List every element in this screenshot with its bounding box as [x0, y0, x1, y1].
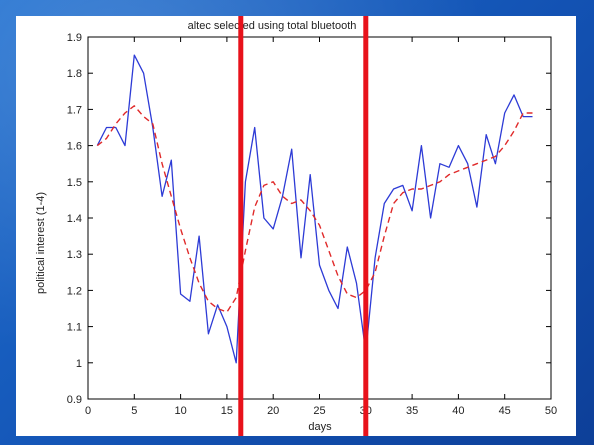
y-tick-label: 1.6 [67, 141, 82, 153]
x-tick-label: 20 [267, 405, 279, 417]
x-tick-label: 0 [85, 405, 91, 417]
x-tick-label: 15 [221, 405, 233, 417]
y-tick-label: 1.4 [67, 213, 82, 225]
x-tick-label: 35 [406, 405, 418, 417]
x-tick-label: 10 [174, 405, 186, 417]
y-tick-label: 1.7 [67, 104, 82, 116]
plot-frame [87, 36, 552, 400]
chart-title: altec selected using total bluetooth [188, 20, 357, 32]
y-tick-label: 1.2 [67, 285, 82, 297]
line-chart: altec selected using total bluetooth day… [35, 16, 557, 436]
x-tick-label: 40 [452, 405, 464, 417]
y-tick-label: 1.9 [67, 32, 82, 44]
x-tick-label: 50 [545, 405, 557, 417]
y-tick-label: 1.8 [67, 68, 82, 80]
plot-area [87, 36, 552, 400]
highlight-markers [238, 16, 369, 436]
y-tick-label: 1 [76, 358, 82, 370]
y-tick-label: 0.9 [67, 394, 82, 406]
y-tick-label: 1.5 [67, 177, 82, 189]
y-tick-label: 1.3 [67, 249, 82, 261]
figure-panel: altec selected using total bluetooth day… [16, 16, 576, 436]
y-axis-title: political interest (1-4) [35, 192, 47, 294]
x-tick-label: 45 [499, 405, 511, 417]
series-lines [96, 54, 533, 364]
x-axis-title: days [308, 421, 332, 433]
raw-series-line [96, 54, 533, 364]
x-tick-label: 25 [313, 405, 325, 417]
smoothed-series-line [96, 105, 533, 313]
y-tick-label: 1.1 [67, 322, 82, 334]
x-tick-label: 5 [131, 405, 137, 417]
